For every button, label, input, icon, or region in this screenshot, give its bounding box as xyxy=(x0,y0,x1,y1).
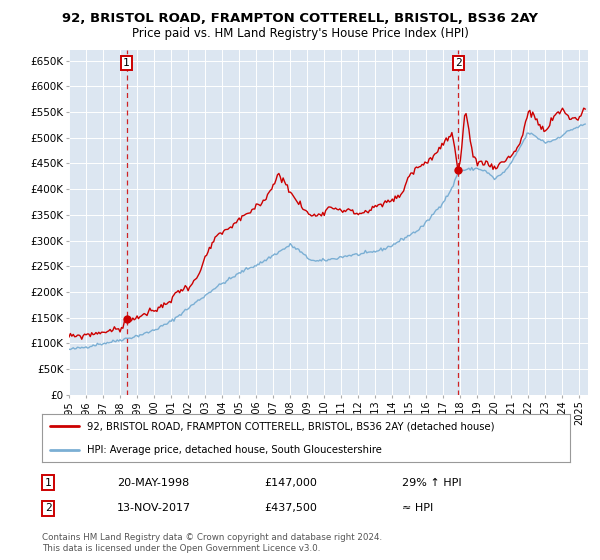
Text: 92, BRISTOL ROAD, FRAMPTON COTTERELL, BRISTOL, BS36 2AY: 92, BRISTOL ROAD, FRAMPTON COTTERELL, BR… xyxy=(62,12,538,25)
Text: Contains HM Land Registry data © Crown copyright and database right 2024.
This d: Contains HM Land Registry data © Crown c… xyxy=(42,533,382,553)
Text: £147,000: £147,000 xyxy=(264,478,317,488)
Text: 2: 2 xyxy=(455,58,461,68)
Text: 13-NOV-2017: 13-NOV-2017 xyxy=(117,503,191,514)
Text: 29% ↑ HPI: 29% ↑ HPI xyxy=(402,478,461,488)
Text: Price paid vs. HM Land Registry's House Price Index (HPI): Price paid vs. HM Land Registry's House … xyxy=(131,27,469,40)
Text: ≈ HPI: ≈ HPI xyxy=(402,503,433,514)
Text: 20-MAY-1998: 20-MAY-1998 xyxy=(117,478,189,488)
Text: 1: 1 xyxy=(123,58,130,68)
Text: 1: 1 xyxy=(44,478,52,488)
Text: HPI: Average price, detached house, South Gloucestershire: HPI: Average price, detached house, Sout… xyxy=(87,445,382,455)
Text: 2: 2 xyxy=(44,503,52,514)
Text: £437,500: £437,500 xyxy=(264,503,317,514)
Text: 92, BRISTOL ROAD, FRAMPTON COTTERELL, BRISTOL, BS36 2AY (detached house): 92, BRISTOL ROAD, FRAMPTON COTTERELL, BR… xyxy=(87,421,494,431)
